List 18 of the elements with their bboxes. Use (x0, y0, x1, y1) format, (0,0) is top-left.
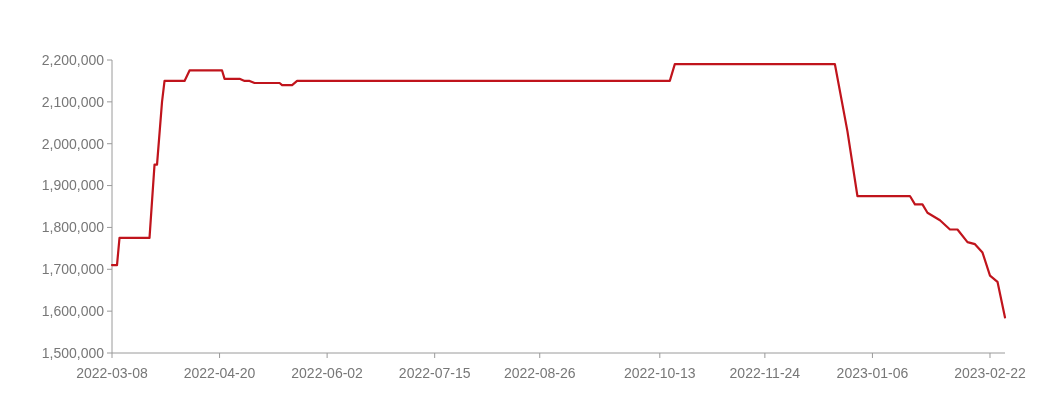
x-tick-label: 2022-07-15 (398, 365, 471, 381)
x-tick-label: 2022-10-13 (623, 365, 696, 381)
y-tick-label: 1,800,000 (41, 219, 105, 236)
y-tick-label: 1,500,000 (41, 344, 105, 361)
y-tick-label: 1,900,000 (41, 177, 105, 194)
x-tick-label: 2023-02-22 (954, 365, 1027, 381)
x-tick-label: 2022-03-08 (76, 365, 149, 381)
x-tick-label: 2022-04-20 (183, 365, 256, 381)
x-tick-label: 2022-11-24 (729, 365, 801, 381)
y-tick-label: 1,700,000 (41, 261, 105, 278)
x-tick-label: 2023-01-06 (836, 365, 909, 381)
y-tick-label: 2,000,000 (41, 135, 105, 152)
x-tick-label: 2022-06-02 (291, 365, 364, 381)
y-tick-label: 2,100,000 (41, 93, 105, 110)
x-tick-label: 2022-08-26 (503, 365, 576, 381)
y-tick-label: 1,600,000 (41, 303, 105, 320)
line-series (110, 63, 1007, 319)
y-tick-label: 2,200,000 (41, 51, 105, 68)
